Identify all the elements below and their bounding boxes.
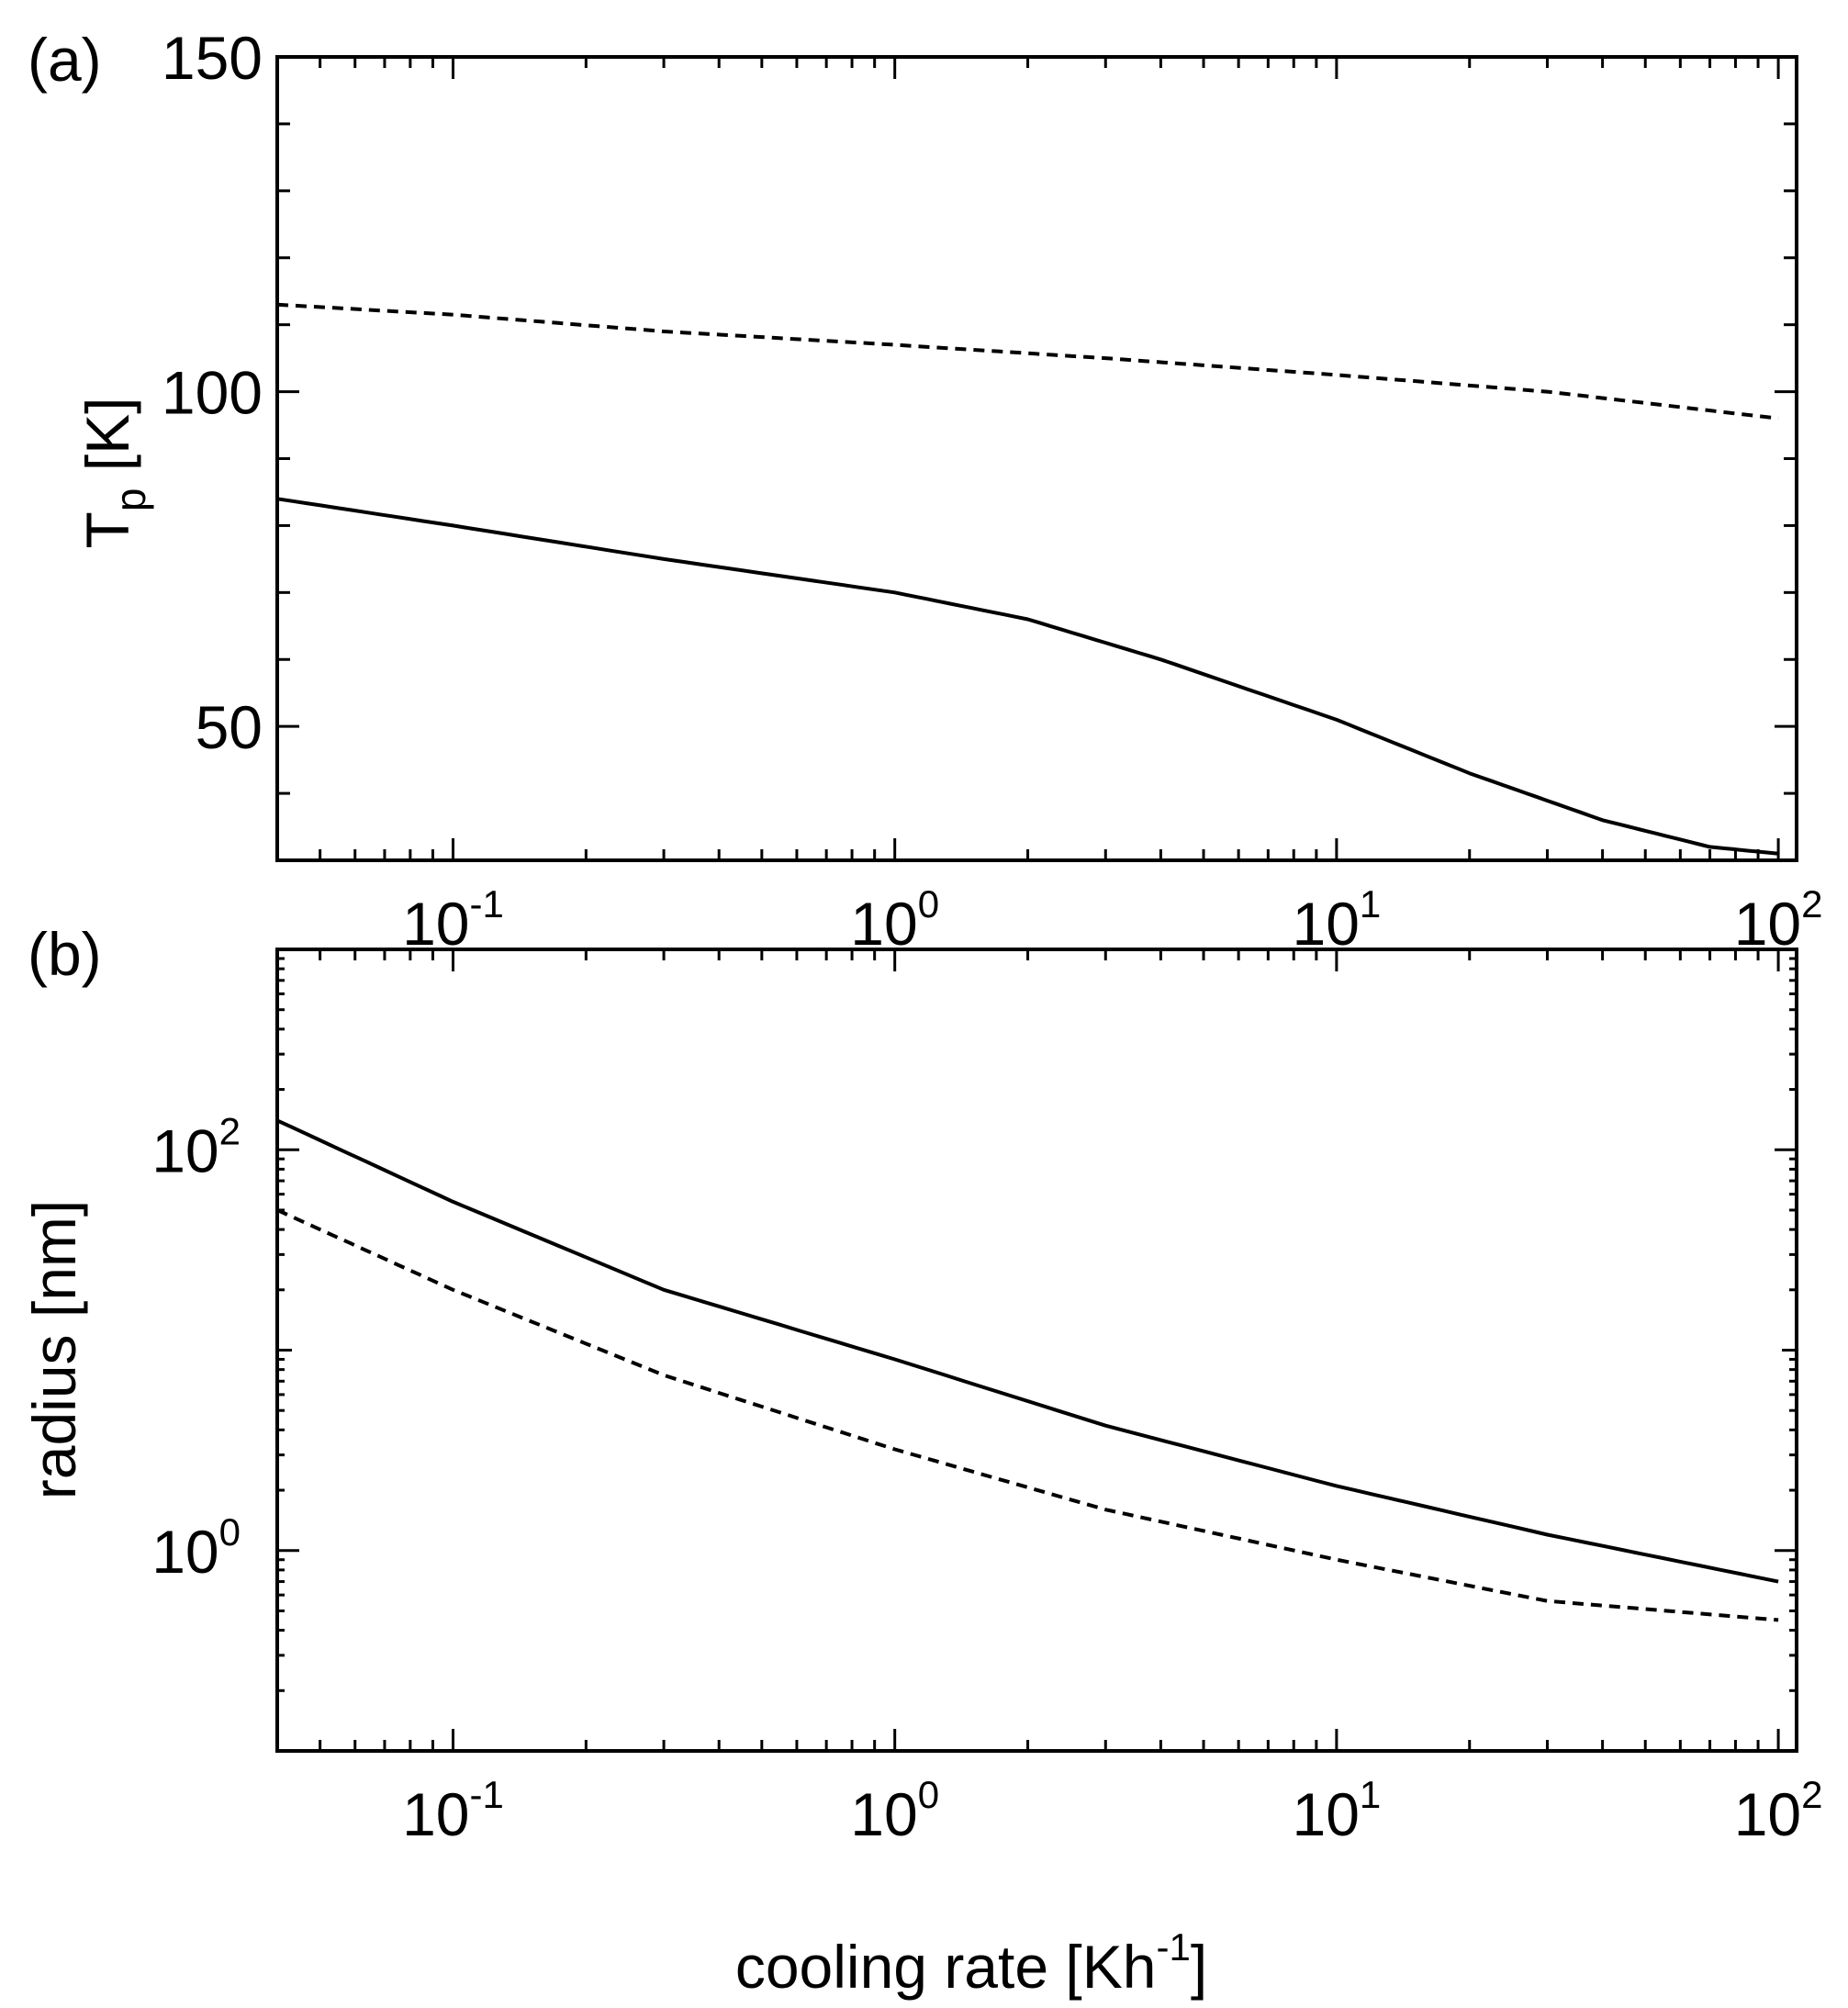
panel-a-y-axis-label: Tp [K] xyxy=(73,398,154,549)
x-axis-label: cooling rate [Kh-1] xyxy=(735,1925,1207,2001)
y-tick-label: 150 xyxy=(162,24,263,92)
panel-b-frame xyxy=(275,948,1798,1753)
panel-a-ticks xyxy=(275,55,1797,862)
x-tick-label: 102 xyxy=(1734,1773,1823,1848)
panel-b-label: (b) xyxy=(28,920,102,988)
series-line-solid xyxy=(276,497,1779,856)
x-tick-label: 10-1 xyxy=(402,882,504,958)
panel-b-curves xyxy=(276,1118,1779,1622)
panel-a-frame xyxy=(275,55,1798,862)
panel-b: 10-1 100 101 102 100 102 (b) radius [nm] cool… xyxy=(20,920,1822,2001)
y-tick-label: 102 xyxy=(151,1109,241,1184)
y-tick-label: 50 xyxy=(196,693,263,761)
x-tick-label: 101 xyxy=(1292,1773,1381,1848)
series-line-solid xyxy=(276,1118,1779,1584)
panel-a: 10-1 100 101 102 50 100 150 (a) Tp [K] xyxy=(28,24,1822,958)
panel-b-tick-labels: 10-1 100 101 102 100 102 xyxy=(151,1109,1822,1848)
panel-b-ticks xyxy=(275,948,1797,1753)
panel-a-curves xyxy=(276,302,1779,856)
series-line-dashed xyxy=(276,302,1779,421)
x-tick-label: 10-1 xyxy=(402,1773,504,1848)
y-tick-label: 100 xyxy=(151,1510,241,1586)
x-tick-label: 100 xyxy=(850,1773,939,1848)
panel-b-y-axis-label: radius [nm] xyxy=(20,1200,88,1499)
x-tick-label: 100 xyxy=(850,882,939,958)
y-tick-label: 100 xyxy=(162,359,263,427)
x-tick-label: 101 xyxy=(1292,882,1381,958)
panel-a-tick-labels: 10-1 100 101 102 50 100 150 xyxy=(162,24,1823,958)
series-line-dashed xyxy=(276,1208,1779,1622)
x-tick-label: 102 xyxy=(1734,882,1823,958)
panel-a-label: (a) xyxy=(28,26,102,94)
